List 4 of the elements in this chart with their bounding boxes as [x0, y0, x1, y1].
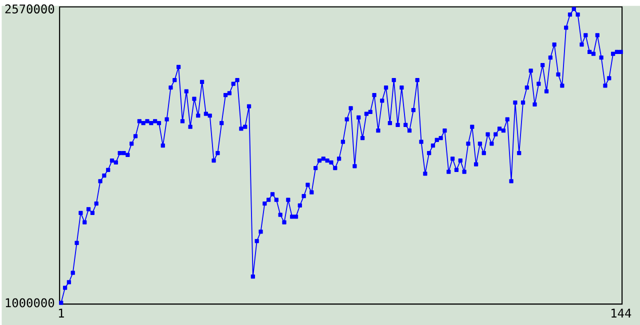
x-tick-label: 144 — [612, 308, 632, 318]
y-tick-label: 2570000 — [5, 4, 54, 14]
x-tick-label: 1 — [58, 308, 64, 318]
y-tick-label: 1000000 — [6, 298, 54, 308]
